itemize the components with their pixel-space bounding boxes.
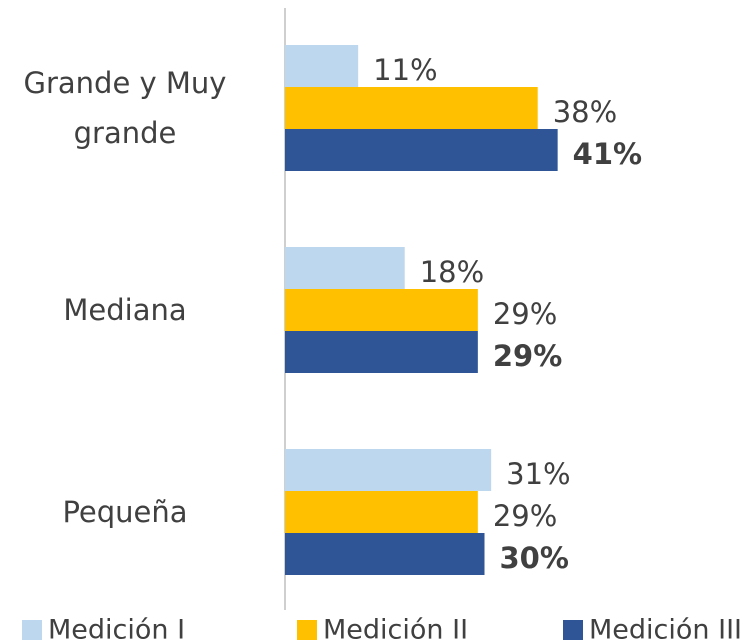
legend-swatch bbox=[297, 620, 317, 640]
data-label: 29% bbox=[493, 499, 557, 533]
data-label: 29% bbox=[493, 339, 562, 373]
legend-label: Medición II bbox=[323, 615, 468, 644]
legend-label: Medición I bbox=[48, 615, 185, 644]
data-label: 18% bbox=[420, 255, 484, 289]
data-label: 30% bbox=[500, 541, 569, 575]
bar bbox=[285, 45, 359, 87]
category-label: Mediana bbox=[63, 293, 187, 327]
data-label: 41% bbox=[573, 137, 642, 171]
bar bbox=[285, 331, 478, 373]
legend-swatch bbox=[22, 620, 42, 640]
data-label: 31% bbox=[506, 457, 570, 491]
bar bbox=[285, 449, 492, 491]
category-label: Grande y Muy grande bbox=[23, 66, 227, 150]
bar bbox=[285, 491, 478, 533]
data-label: 29% bbox=[493, 297, 557, 331]
bar bbox=[285, 533, 485, 575]
data-label: 38% bbox=[553, 95, 617, 129]
legend-swatch bbox=[563, 620, 583, 640]
category-label: Pequeña bbox=[62, 495, 188, 529]
bar bbox=[285, 129, 558, 171]
legend-label: Medición III bbox=[589, 615, 742, 644]
data-label: 11% bbox=[373, 53, 437, 87]
bar bbox=[285, 289, 478, 331]
bar bbox=[285, 247, 405, 289]
bar bbox=[285, 87, 538, 129]
